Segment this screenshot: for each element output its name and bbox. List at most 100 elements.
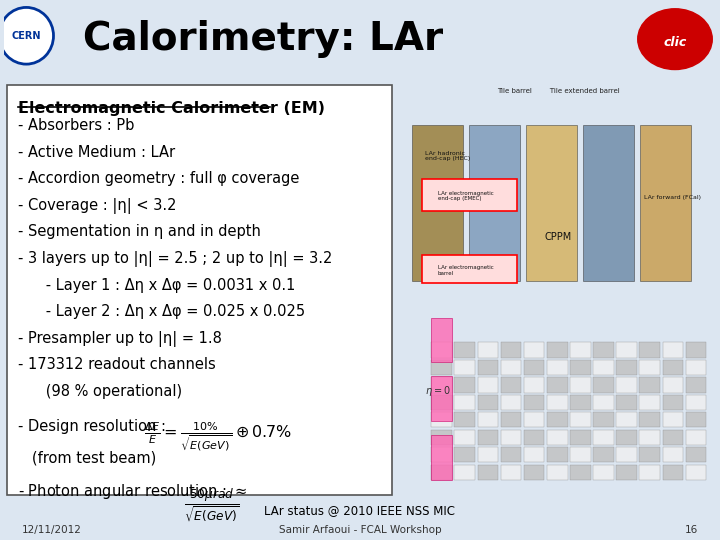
Text: LAr status @ 2010 IEEE NSS MIC: LAr status @ 2010 IEEE NSS MIC [264, 504, 456, 517]
Text: LAr forward (FCal): LAr forward (FCal) [644, 194, 701, 200]
Bar [685, 342, 706, 357]
FancyBboxPatch shape [422, 179, 517, 211]
Bar [547, 413, 567, 428]
Text: CERN: CERN [12, 31, 41, 41]
Bar [639, 430, 660, 445]
Bar [547, 447, 567, 462]
Text: - 3 layers up to |η| = 2.5 ; 2 up to |η| = 3.2: - 3 layers up to |η| = 2.5 ; 2 up to |η|… [18, 251, 333, 267]
Text: 12/11/2012: 12/11/2012 [22, 525, 81, 535]
Bar [570, 360, 590, 375]
Bar [431, 447, 452, 462]
Bar [685, 395, 706, 410]
Bar [593, 465, 613, 480]
Text: - Absorbers : Pb: - Absorbers : Pb [18, 118, 135, 133]
Bar [685, 430, 706, 445]
Bar [547, 395, 567, 410]
Bar [523, 377, 544, 393]
Bar [454, 465, 475, 480]
Circle shape [0, 8, 53, 64]
Bar [500, 377, 521, 393]
Bar [523, 360, 544, 375]
Bar [523, 447, 544, 462]
Bar [454, 342, 475, 357]
Bar [431, 318, 452, 362]
Bar [570, 430, 590, 445]
Text: (from test beam): (from test beam) [18, 450, 156, 465]
Bar [662, 465, 683, 480]
Text: - Accordion geometry : full φ coverage: - Accordion geometry : full φ coverage [18, 171, 300, 186]
Text: CPPM: CPPM [544, 232, 572, 241]
FancyBboxPatch shape [526, 125, 577, 281]
Bar [500, 360, 521, 375]
Bar [616, 342, 637, 357]
Text: - Photon angular resolution : $\approx$: - Photon angular resolution : $\approx$ [18, 482, 247, 501]
FancyBboxPatch shape [7, 85, 392, 495]
Bar [477, 413, 498, 428]
Bar [431, 376, 452, 421]
Bar [685, 413, 706, 428]
Text: - Layer 1 : Δη x Δφ = 0.0031 x 0.1: - Layer 1 : Δη x Δφ = 0.0031 x 0.1 [18, 278, 295, 293]
Bar [662, 377, 683, 393]
Bar [431, 360, 452, 375]
Bar [523, 413, 544, 428]
Bar [639, 342, 660, 357]
Bar [431, 395, 452, 410]
Text: - Layer 2 : Δη x Δφ = 0.025 x 0.025: - Layer 2 : Δη x Δφ = 0.025 x 0.025 [18, 304, 305, 319]
Bar [431, 465, 452, 480]
Bar [593, 342, 613, 357]
FancyBboxPatch shape [422, 255, 517, 283]
Bar [593, 413, 613, 428]
Bar [616, 360, 637, 375]
Bar [639, 465, 660, 480]
Bar [593, 377, 613, 393]
Bar [477, 447, 498, 462]
Bar [454, 360, 475, 375]
Bar [685, 360, 706, 375]
Bar [662, 360, 683, 375]
Bar [570, 447, 590, 462]
Text: LAr electromagnetic
end-cap (EMEC): LAr electromagnetic end-cap (EMEC) [438, 191, 493, 201]
Text: - Design resolution :: - Design resolution : [18, 418, 166, 434]
Bar [639, 360, 660, 375]
Bar [547, 342, 567, 357]
Text: 16: 16 [685, 525, 698, 535]
Bar [454, 395, 475, 410]
Bar [454, 413, 475, 428]
Bar [431, 377, 452, 393]
Bar [500, 395, 521, 410]
Bar [431, 430, 452, 445]
Bar [570, 395, 590, 410]
Bar [477, 395, 498, 410]
Bar [616, 447, 637, 462]
Bar [500, 342, 521, 357]
Bar [662, 395, 683, 410]
FancyBboxPatch shape [640, 125, 691, 281]
Bar [570, 465, 590, 480]
FancyBboxPatch shape [413, 125, 463, 281]
Bar [523, 465, 544, 480]
Text: $\frac{\Delta E}{E} = \frac{10\%}{\sqrt{E(GeV)}} \oplus 0.7\%$: $\frac{\Delta E}{E} = \frac{10\%}{\sqrt{… [144, 421, 292, 453]
Bar [639, 377, 660, 393]
Bar [431, 413, 452, 428]
Bar [500, 465, 521, 480]
Bar [570, 342, 590, 357]
Text: - Active Medium : LAr: - Active Medium : LAr [18, 145, 175, 160]
Bar [523, 395, 544, 410]
Bar [593, 447, 613, 462]
Bar [523, 430, 544, 445]
Text: - Coverage : |η| < 3.2: - Coverage : |η| < 3.2 [18, 198, 176, 214]
Bar [547, 465, 567, 480]
Bar [477, 360, 498, 375]
Bar [431, 435, 452, 480]
Bar [570, 413, 590, 428]
Bar [570, 377, 590, 393]
Bar [477, 465, 498, 480]
Bar [547, 360, 567, 375]
Bar [616, 413, 637, 428]
Bar [500, 413, 521, 428]
Text: Calorimetry: LAr: Calorimetry: LAr [83, 20, 443, 58]
Text: Samir Arfaoui - FCAL Workshop: Samir Arfaoui - FCAL Workshop [279, 525, 441, 535]
Bar [454, 377, 475, 393]
Bar [454, 447, 475, 462]
Bar [616, 395, 637, 410]
